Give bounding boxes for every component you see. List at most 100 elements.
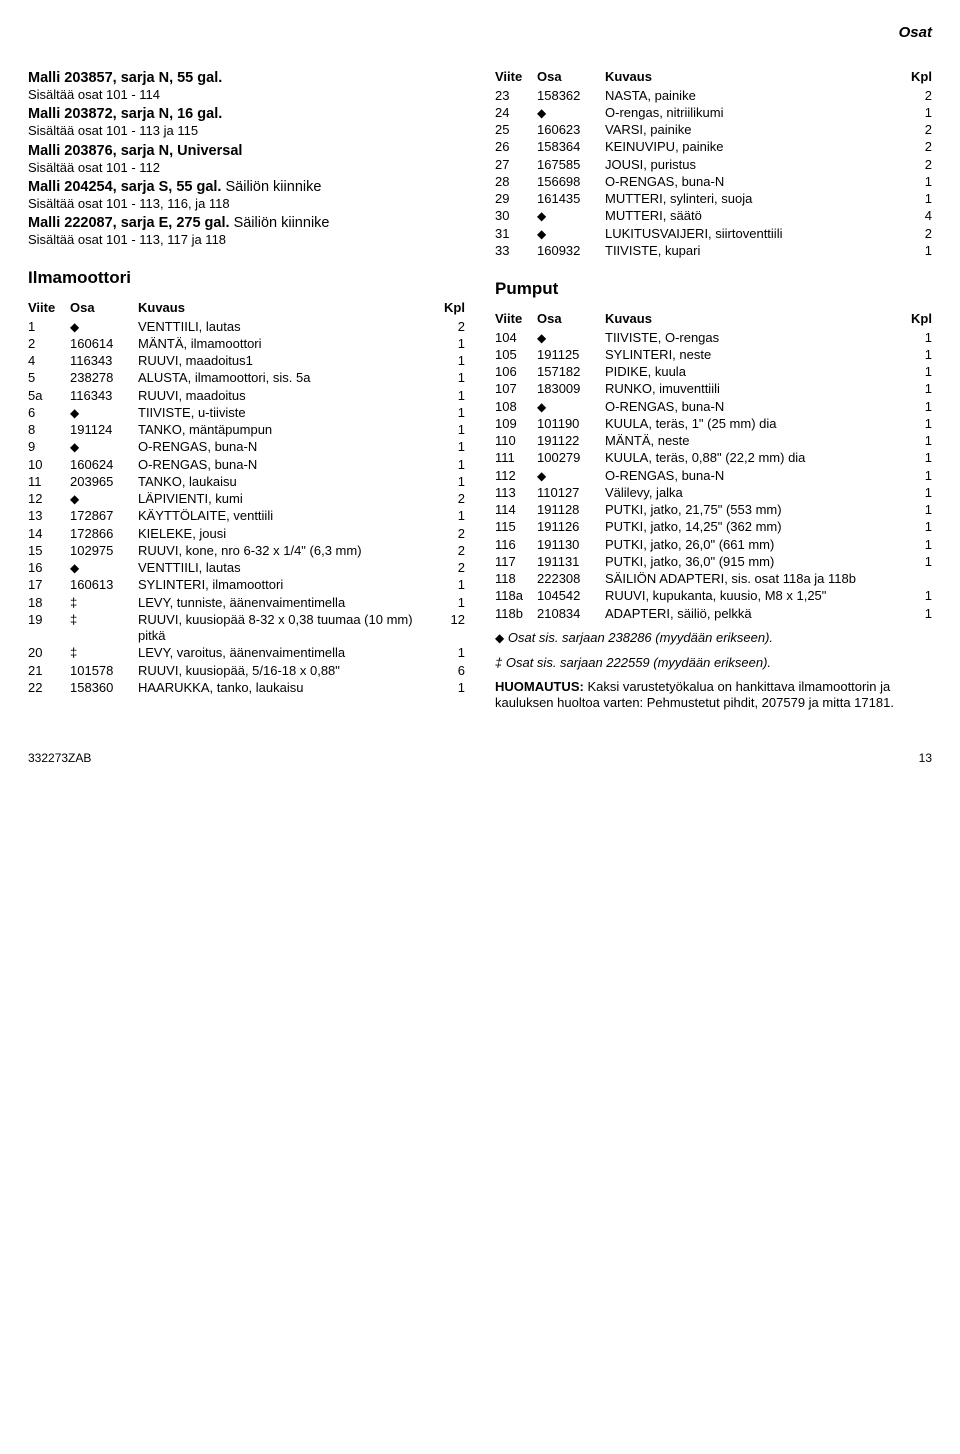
cell-qty: 2 bbox=[902, 225, 932, 242]
table-header-row: Viite Osa Kuvaus Kpl bbox=[495, 309, 932, 329]
table-row: 24◆O-rengas, nitriilikumi1 bbox=[495, 104, 932, 121]
cell-part: 116343 bbox=[70, 387, 138, 404]
cell-qty: 1 bbox=[435, 577, 465, 594]
cell-part: ◆ bbox=[70, 404, 138, 421]
cell-qty: 1 bbox=[435, 387, 465, 404]
cell-qty: 1 bbox=[902, 398, 932, 415]
cell-qty: 1 bbox=[902, 242, 932, 259]
cell-ref: 23 bbox=[495, 87, 537, 104]
cell-ref: 9 bbox=[28, 439, 70, 456]
cell-part: 191128 bbox=[537, 502, 605, 519]
table-row: 114191128PUTKI, jatko, 21,75" (553 mm)1 bbox=[495, 502, 932, 519]
cell-ref: 29 bbox=[495, 191, 537, 208]
cell-qty: 2 bbox=[435, 560, 465, 577]
cell-qty: 1 bbox=[902, 346, 932, 363]
table-row: 26158364KEINUVIPU, painike2 bbox=[495, 139, 932, 156]
cell-part: ◆ bbox=[537, 329, 605, 346]
cell-desc: KEINUVIPU, painike bbox=[605, 139, 902, 156]
cell-part: ◆ bbox=[537, 208, 605, 225]
table-row: 16◆VENTTIILI, lautas2 bbox=[28, 560, 465, 577]
cell-qty: 1 bbox=[902, 364, 932, 381]
cell-ref: 114 bbox=[495, 502, 537, 519]
cell-qty: 1 bbox=[902, 104, 932, 121]
cell-desc: RUNKO, imuventtiili bbox=[605, 381, 902, 398]
cell-qty: 1 bbox=[902, 433, 932, 450]
cell-ref: 31 bbox=[495, 225, 537, 242]
cell-part: 158362 bbox=[537, 87, 605, 104]
cell-qty: 12 bbox=[435, 611, 465, 645]
cell-desc: MÄNTÄ, neste bbox=[605, 433, 902, 450]
doc-number: 332273ZAB bbox=[28, 751, 91, 766]
model-title: Malli 203872, sarja N, 16 gal. bbox=[28, 105, 465, 123]
th-kuvaus: Kuvaus bbox=[605, 67, 902, 87]
cell-part: 101578 bbox=[70, 662, 138, 679]
table-row: 13172867KÄYTTÖLAITE, venttiili1 bbox=[28, 508, 465, 525]
table-row: 109101190KUULA, teräs, 1" (25 mm) dia1 bbox=[495, 415, 932, 432]
table-row: 33160932TIIVISTE, kupari1 bbox=[495, 242, 932, 259]
table-row: 6◆TIIVISTE, u-tiiviste1 bbox=[28, 404, 465, 421]
model-block: Malli 222087, sarja E, 275 gal. Säiliön … bbox=[28, 214, 465, 248]
cell-desc: RUUVI, kupukanta, kuusio, M8 x 1,25" bbox=[605, 588, 902, 605]
huomautus-label: HUOMAUTUS: bbox=[495, 679, 584, 694]
cell-qty: 6 bbox=[435, 662, 465, 679]
cell-ref: 30 bbox=[495, 208, 537, 225]
cell-part: 191122 bbox=[537, 433, 605, 450]
cell-qty: 1 bbox=[902, 605, 932, 622]
cell-qty: 1 bbox=[435, 594, 465, 611]
cell-qty: 1 bbox=[902, 450, 932, 467]
table-row: 106157182PIDIKE, kuula1 bbox=[495, 364, 932, 381]
cell-desc: LEVY, varoitus, äänenvaimentimella bbox=[138, 645, 435, 662]
cell-ref: 1 bbox=[28, 318, 70, 335]
cell-desc: JOUSI, puristus bbox=[605, 156, 902, 173]
cell-qty: 1 bbox=[902, 553, 932, 570]
cell-ref: 8 bbox=[28, 422, 70, 439]
th-osa: Osa bbox=[537, 309, 605, 329]
footnote-1: ◆ Osat sis. sarjaan 238286 (myydään erik… bbox=[495, 630, 932, 646]
cell-part: ◆ bbox=[537, 467, 605, 484]
cell-ref: 33 bbox=[495, 242, 537, 259]
cell-part: ◆ bbox=[70, 439, 138, 456]
table-row: 113110127Välilevy, jalka1 bbox=[495, 484, 932, 501]
cell-qty: 1 bbox=[902, 588, 932, 605]
cell-part: 191126 bbox=[537, 519, 605, 536]
table-ilmamoottori: Viite Osa Kuvaus Kpl 1◆VENTTIILI, lautas… bbox=[28, 298, 465, 697]
cell-part: 102975 bbox=[70, 542, 138, 559]
table-row: 5a116343RUUVI, maadoitus1 bbox=[28, 387, 465, 404]
cell-part: 238278 bbox=[70, 370, 138, 387]
cell-ref: 6 bbox=[28, 404, 70, 421]
table-row: 118b210834ADAPTERI, säiliö, pelkkä1 bbox=[495, 605, 932, 622]
model-block: Malli 203876, sarja N, UniversalSisältää… bbox=[28, 142, 465, 176]
cell-ref: 21 bbox=[28, 662, 70, 679]
cell-ref: 105 bbox=[495, 346, 537, 363]
cell-part: 191125 bbox=[537, 346, 605, 363]
cell-ref: 10 bbox=[28, 456, 70, 473]
cell-part: 116343 bbox=[70, 353, 138, 370]
table-row: 17160613SYLINTERI, ilmamoottori1 bbox=[28, 577, 465, 594]
cell-desc: PUTKI, jatko, 26,0" (661 mm) bbox=[605, 536, 902, 553]
footnote-1-text: Osat sis. sarjaan 238286 (myydään erikse… bbox=[508, 630, 773, 645]
table-row: 1◆VENTTIILI, lautas2 bbox=[28, 318, 465, 335]
content-columns: Malli 203857, sarja N, 55 gal.Sisältää o… bbox=[28, 67, 932, 712]
cell-qty: 1 bbox=[435, 335, 465, 352]
table-row: 18‡LEVY, tunniste, äänenvaimentimella1 bbox=[28, 594, 465, 611]
cell-desc: PUTKI, jatko, 36,0" (915 mm) bbox=[605, 553, 902, 570]
cell-desc: O-RENGAS, buna-N bbox=[605, 173, 902, 190]
cell-ref: 14 bbox=[28, 525, 70, 542]
cell-part: ‡ bbox=[70, 645, 138, 662]
cell-desc: O-RENGAS, buna-N bbox=[605, 398, 902, 415]
cell-ref: 2 bbox=[28, 335, 70, 352]
table-row: 4116343RUUVI, maadoitus11 bbox=[28, 353, 465, 370]
cell-qty: 1 bbox=[435, 404, 465, 421]
table-row: 9◆O-RENGAS, buna-N1 bbox=[28, 439, 465, 456]
cell-desc: SYLINTERI, neste bbox=[605, 346, 902, 363]
th-kuvaus: Kuvaus bbox=[138, 298, 435, 318]
cell-part: 161435 bbox=[537, 191, 605, 208]
table-row: 12◆LÄPIVIENTI, kumi2 bbox=[28, 491, 465, 508]
table-row: 110191122MÄNTÄ, neste1 bbox=[495, 433, 932, 450]
cell-qty: 1 bbox=[902, 519, 932, 536]
cell-qty: 1 bbox=[435, 456, 465, 473]
cell-qty: 1 bbox=[435, 439, 465, 456]
table-row: 105191125SYLINTERI, neste1 bbox=[495, 346, 932, 363]
table-row: 19‡RUUVI, kuusiopää 8-32 x 0,38 tuumaa (… bbox=[28, 611, 465, 645]
cell-qty: 1 bbox=[902, 415, 932, 432]
